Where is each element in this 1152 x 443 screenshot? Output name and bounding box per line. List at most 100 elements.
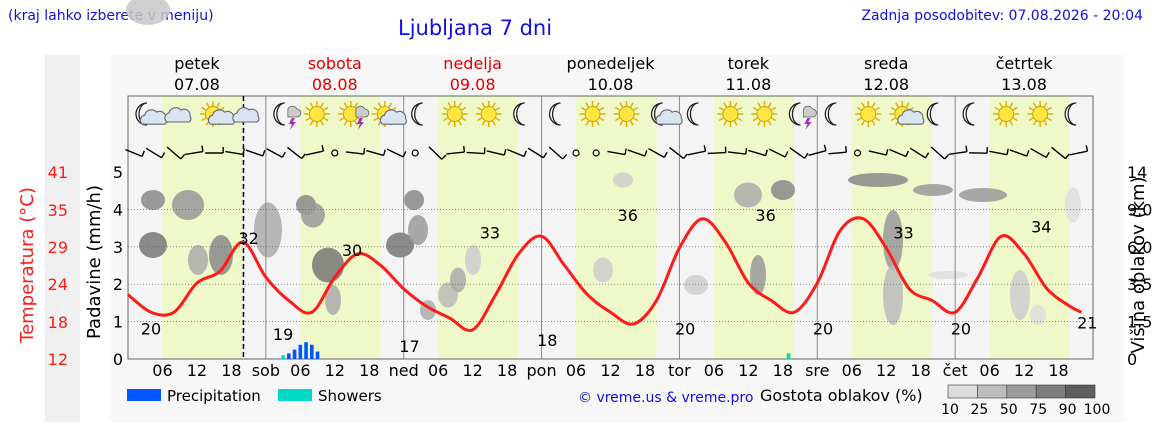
temperature-label: 20 xyxy=(951,319,971,338)
wind-barb-icon xyxy=(949,145,968,156)
wind-barb-icon xyxy=(266,148,286,158)
cloud-density-blob xyxy=(126,0,170,25)
hour-tick: 12 xyxy=(600,361,620,380)
cloud-density-blob xyxy=(734,182,762,208)
temperature-label: 30 xyxy=(342,241,362,260)
moon-storm-icon xyxy=(273,102,302,130)
wind-barb-icon xyxy=(707,146,727,155)
temperature-label: 33 xyxy=(480,223,500,242)
cloud-legend-title: Gostota oblakov (%) xyxy=(760,386,923,405)
cloud-density-blob xyxy=(613,172,633,188)
hour-tick: 12 xyxy=(462,361,482,380)
wind-barb-icon xyxy=(548,146,568,160)
cloud-icon xyxy=(164,107,192,123)
temperature-label: 36 xyxy=(755,206,775,225)
day-name: petek xyxy=(174,54,220,73)
precip-tick: 2 xyxy=(113,275,123,294)
plot-border xyxy=(127,95,1094,360)
sun-icon xyxy=(475,101,502,127)
cloud-density-tick: 100 xyxy=(1084,402,1111,418)
precip-axis-title: Padavine (mm/h) xyxy=(84,185,105,339)
hour-tick: 06 xyxy=(428,361,448,380)
temperature-tick: 18 xyxy=(48,313,68,332)
precipitation-legend-swatch xyxy=(127,389,161,401)
sun-icon xyxy=(1027,101,1054,127)
cloud-density-blob xyxy=(139,232,167,258)
wind-barb-icon xyxy=(225,148,245,156)
shower-bar xyxy=(786,353,791,359)
wind-barb-icon xyxy=(486,149,507,156)
wind-barb-icon xyxy=(366,149,386,157)
temperature-label: 20 xyxy=(141,319,161,338)
wind-barb-icon xyxy=(808,144,827,157)
precipitation-legend-label: Precipitation xyxy=(167,387,261,405)
hour-tick: 12 xyxy=(738,361,758,380)
credit-link: © vreme.us & vreme.pro xyxy=(578,390,753,406)
cloud-density-swatch xyxy=(977,384,1008,399)
hour-tick: 12 xyxy=(876,361,896,380)
wind-barb-icon xyxy=(1069,145,1089,156)
wind-barb-icon xyxy=(466,147,486,155)
temperature-label: 21 xyxy=(1077,313,1097,332)
daylight-band xyxy=(438,96,519,359)
moon-icon xyxy=(411,102,423,126)
cloud-density-swatch xyxy=(1006,384,1037,399)
day-name: torek xyxy=(728,54,770,73)
day-name: sobota xyxy=(308,54,362,73)
wind-barb-icon xyxy=(507,148,527,158)
day-name: ponedeljek xyxy=(567,54,656,73)
hour-tick: 06 xyxy=(704,361,724,380)
hour-tick: 06 xyxy=(290,361,310,380)
cloud-density-blob xyxy=(1030,305,1046,325)
wind-barb-icon xyxy=(607,148,627,156)
hour-tick: 18 xyxy=(221,361,241,380)
sun-icon xyxy=(441,101,468,127)
temperature-label: 18 xyxy=(537,331,557,350)
day-short-label: ned xyxy=(389,361,419,380)
precip-bar xyxy=(310,344,314,359)
temperature-tick: 24 xyxy=(48,275,68,294)
hour-tick: 18 xyxy=(497,361,517,380)
cloud-density-blob xyxy=(848,173,908,187)
precip-bar xyxy=(298,344,303,359)
cloud-density-blob xyxy=(1065,187,1081,223)
temperature-label: 34 xyxy=(1031,217,1051,236)
showers-legend-label: Showers xyxy=(318,387,382,405)
cloud-density-blob xyxy=(1010,270,1030,320)
cloud-density-tick: 75 xyxy=(1029,402,1047,418)
day-short-label: pon xyxy=(527,361,557,380)
hour-tick: 06 xyxy=(842,361,862,380)
cloud-density-blob xyxy=(325,285,341,315)
hour-tick: 06 xyxy=(979,361,999,380)
cloud-height-tick: 3.5 xyxy=(1127,275,1152,294)
wind-calm-icon xyxy=(853,149,862,157)
cloud-density-blob xyxy=(450,267,466,293)
temperature-tick: 41 xyxy=(48,163,68,182)
wind-barb-icon xyxy=(648,148,668,158)
wind-barb-icon xyxy=(687,145,707,156)
wind-calm-icon xyxy=(331,149,339,157)
wind-barb-icon xyxy=(185,145,204,156)
left-frame xyxy=(45,55,80,422)
cloud-height-tick: 6.0 xyxy=(1127,238,1152,257)
wind-barb-icon xyxy=(669,146,688,160)
precip-bar xyxy=(292,349,297,359)
wind-barb-icon xyxy=(627,149,648,157)
cloud-density-blob xyxy=(959,188,1007,202)
wind-barb-icon xyxy=(1051,146,1070,160)
day-name: sreda xyxy=(864,54,908,73)
wind-barb-icon xyxy=(909,147,930,159)
precip-tick: 1 xyxy=(113,313,123,332)
day-name: četrtek xyxy=(996,54,1054,73)
temperature-label: 17 xyxy=(399,337,419,356)
cloud-height-tick: 14 xyxy=(1127,163,1147,182)
wind-calm-icon xyxy=(572,149,580,157)
cloud-density-swatch xyxy=(1065,384,1096,399)
cloud-density-blob xyxy=(404,190,424,210)
precip-tick: 0 xyxy=(113,350,123,369)
cloud-height-tick: 9.0 xyxy=(1127,200,1152,219)
cloud-density-blob xyxy=(750,255,766,295)
wind-barb-icon xyxy=(969,147,988,154)
cloud-density-blob xyxy=(883,210,903,270)
